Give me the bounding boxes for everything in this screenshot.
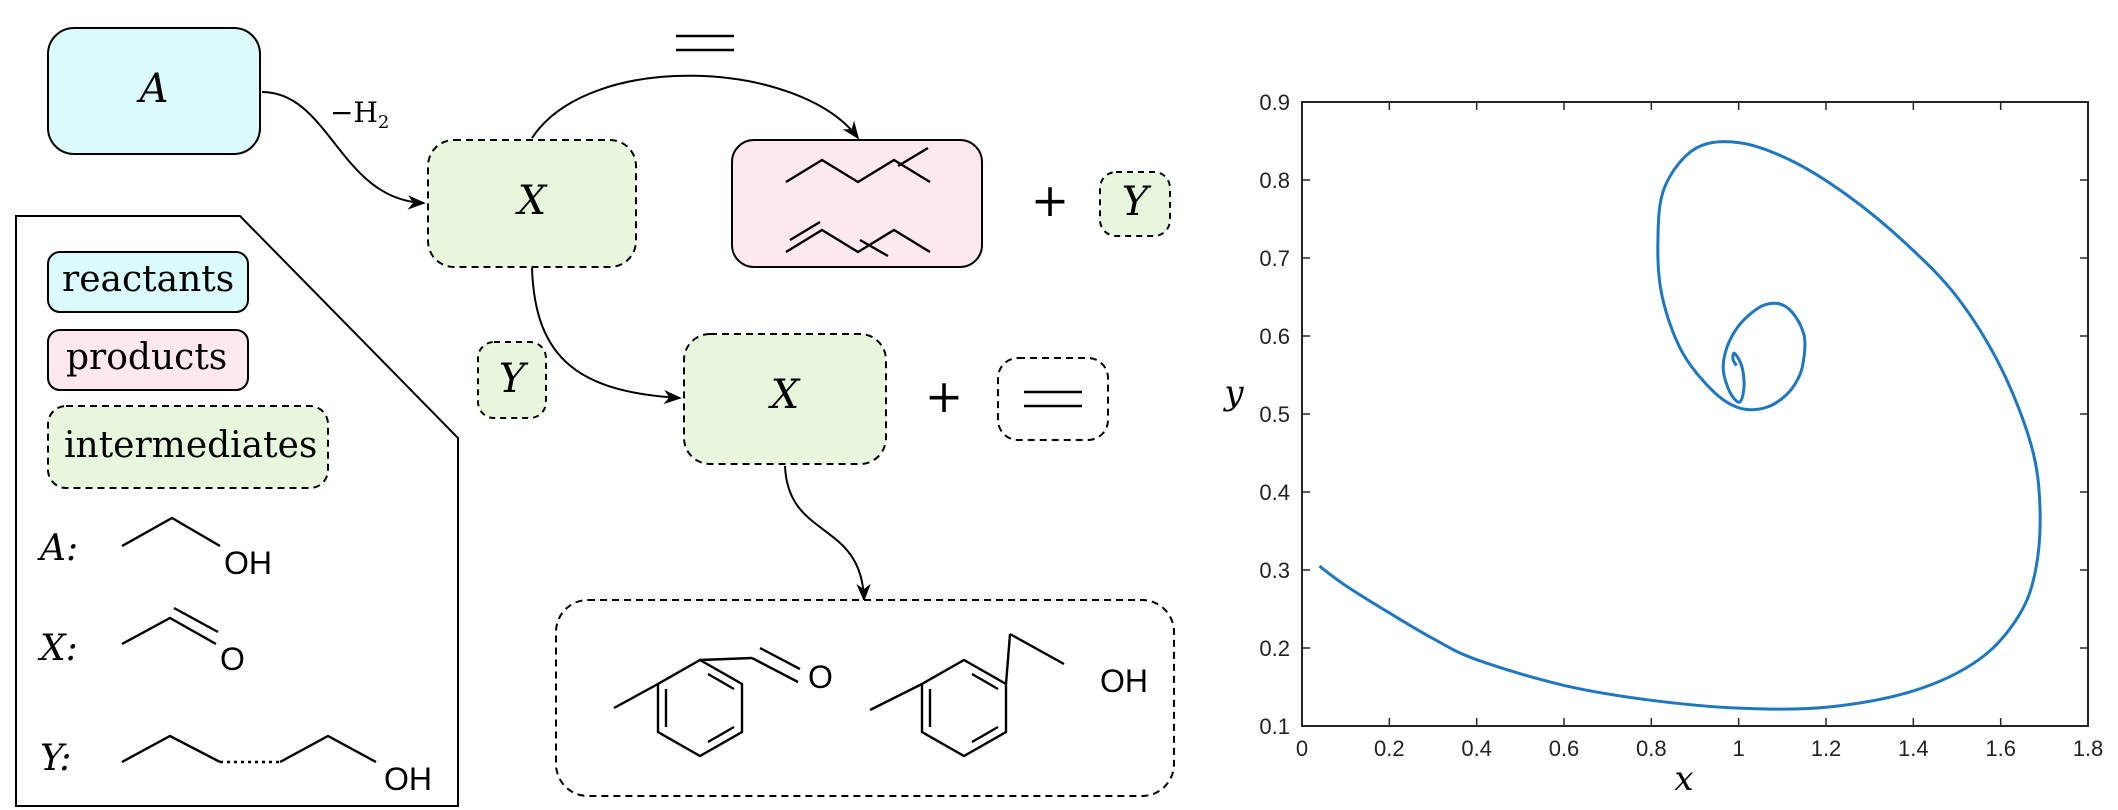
- plus-top: +: [1031, 173, 1070, 227]
- butadiene-structure: [785, 228, 931, 254]
- ethanol-oh-label: OH: [224, 545, 272, 581]
- butadiene-double-bond-1: [789, 220, 821, 242]
- ethylene-symbol-top: [676, 34, 734, 52]
- y-tick-label: 0.9: [1259, 90, 1290, 115]
- node-a: A: [47, 27, 261, 155]
- node-x-mid-label: X: [768, 372, 801, 418]
- x-axis-tick-labels: 0 0.2 0.4 0.6 0.8 1 1.2 1.4 1.6 1.8: [1296, 736, 2103, 761]
- aromatics-box-frame: [555, 599, 1175, 797]
- node-x-mid: X: [683, 333, 887, 465]
- node-x-top: X: [427, 139, 637, 268]
- chain-alcohol-structure-left: [121, 734, 221, 764]
- butadiene-double-bond-2: [859, 238, 889, 258]
- y-tick-label: 0.3: [1259, 558, 1290, 583]
- x-axis-ticks: [1301, 102, 2089, 726]
- acetaldehyde-o-label: O: [220, 641, 245, 677]
- y-tick-label: 0.5: [1259, 402, 1290, 427]
- legend-key-x: X:: [37, 628, 78, 669]
- y-tick-label: 0.2: [1259, 636, 1290, 661]
- alcohol-oh-label: OH: [1100, 663, 1148, 699]
- ethylene-box-frame: [997, 357, 1109, 441]
- products-box-frame: [731, 139, 983, 268]
- legend-panel: reactants products intermediates A: OH X…: [15, 215, 459, 807]
- chain-alcohol-oh-label: OH: [384, 761, 432, 797]
- node-y-right-label: Y: [1122, 179, 1152, 225]
- plus-mid: +: [925, 369, 964, 423]
- products-box: [731, 139, 983, 268]
- x-tick-label: 0.4: [1461, 736, 1492, 761]
- legend-reactants-label: reactants: [62, 259, 234, 300]
- y-axis-tick-labels: 0.1 0.2 0.3 0.4 0.5 0.6 0.7 0.8 0.9: [1259, 90, 1290, 739]
- x-tick-label: 1: [1733, 736, 1745, 761]
- y-tick-label: 0.8: [1259, 168, 1290, 193]
- legend-intermediates: intermediates: [47, 405, 329, 489]
- acetaldehyde-structure: [121, 616, 217, 646]
- series-line-trajectory: [1318, 140, 2042, 711]
- legend-reactants: reactants: [47, 251, 249, 313]
- x-tick-label: 1.2: [1811, 736, 1842, 761]
- node-y-left-label: Y: [499, 356, 529, 402]
- y-axis-label: y: [1222, 373, 1244, 413]
- y-axis-ticks: [1302, 101, 2088, 727]
- y-tick-label: 0.4: [1259, 480, 1290, 505]
- y-tick-label: 0.7: [1259, 246, 1290, 271]
- legend-key-y: Y:: [40, 738, 71, 779]
- x-tick-label: 1.8: [2073, 736, 2104, 761]
- y-tick-label: 0.1: [1259, 714, 1290, 739]
- legend-products-label: products: [66, 337, 227, 378]
- x-tick-label: 0.2: [1374, 736, 1405, 761]
- aromatics-box: O OH: [555, 599, 1175, 797]
- node-a-label: A: [136, 66, 169, 112]
- methylbenzyl-alcohol-structure: [869, 632, 1065, 758]
- x-tick-label: 1.4: [1898, 736, 1929, 761]
- edge-label-minus-h2: −H2: [330, 96, 389, 133]
- legend-intermediates-label: intermediates: [64, 425, 317, 466]
- x-tick-label: 0.8: [1636, 736, 1667, 761]
- edge-label-h2-subscript: 2: [378, 112, 389, 133]
- edge-x-to-x: [531, 267, 682, 405]
- x-tick-label: 1.6: [1985, 736, 2016, 761]
- edge-x-to-aromatics: [784, 465, 871, 602]
- node-a-box: [47, 27, 261, 155]
- node-y-left-box: [477, 341, 547, 419]
- butene-double-bond: [897, 146, 929, 168]
- node-y-right: Y: [1099, 171, 1171, 237]
- legend-key-a: A:: [37, 528, 78, 569]
- x-tick-label: 0.6: [1549, 736, 1580, 761]
- node-y-right-box: [1099, 171, 1171, 237]
- node-x-mid-box: [683, 333, 887, 465]
- methylbenzaldehyde-structure: [613, 646, 801, 758]
- edge-a-to-x: [261, 91, 426, 210]
- reaction-diagram: A −H2 X + Y: [15, 27, 1175, 807]
- chart-plot-frame: [1301, 101, 2089, 727]
- legend-products: products: [47, 329, 249, 391]
- edge-x-to-products: [531, 74, 860, 140]
- x-axis-label: x: [1674, 759, 1693, 799]
- chain-alcohol-structure-right: [279, 734, 377, 764]
- node-y-left: Y: [477, 341, 547, 419]
- ethanol-structure: [121, 516, 221, 548]
- y-tick-label: 0.6: [1259, 324, 1290, 349]
- node-x-top-box: [427, 139, 637, 268]
- aldehyde-o-label: O: [808, 659, 833, 695]
- node-x-top-label: X: [515, 178, 548, 224]
- x-tick-label: 0: [1296, 736, 1308, 761]
- ethylene-box: [997, 357, 1109, 441]
- phase-chart: 0 0.2 0.4 0.6 0.8 1 1.2 1.4 1.6 1.8 0.10.20.30.40…: [1222, 90, 2103, 799]
- butene-structure: [785, 158, 931, 184]
